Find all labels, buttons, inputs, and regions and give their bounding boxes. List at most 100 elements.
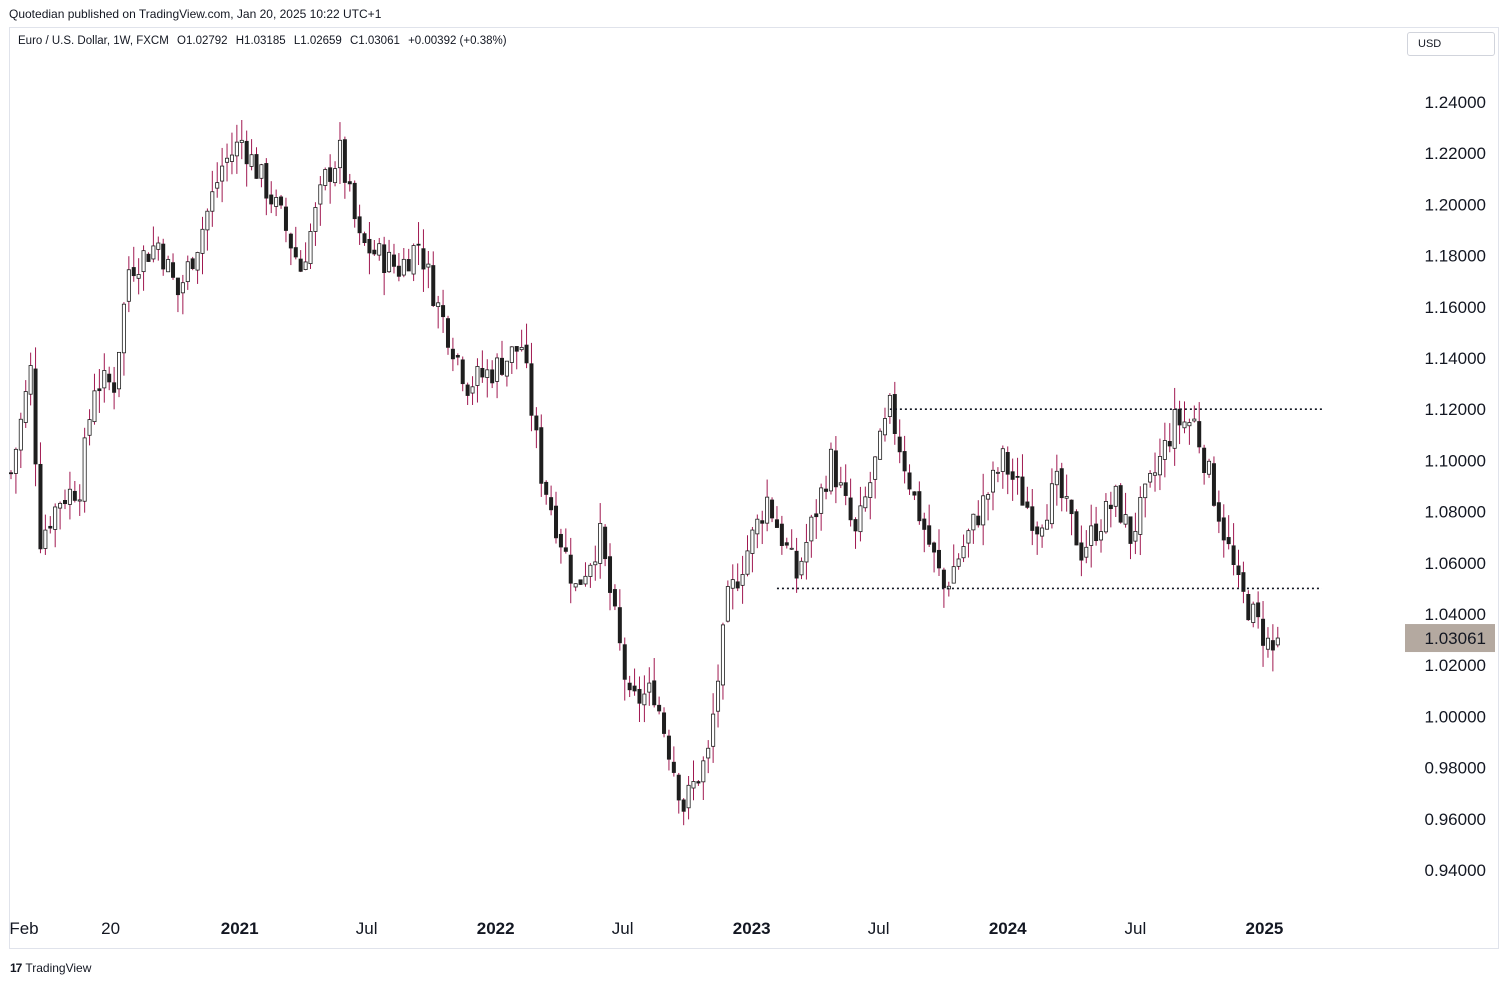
- candle-body: [897, 436, 902, 453]
- currency-button[interactable]: USD: [1407, 32, 1495, 56]
- candle-body: [1049, 483, 1054, 525]
- candle-body: [401, 258, 406, 276]
- candle-body: [23, 391, 28, 423]
- candle-body: [43, 529, 48, 549]
- candle-body: [765, 496, 770, 524]
- candle-body: [1211, 463, 1216, 506]
- candle-body: [18, 418, 23, 451]
- candle-body: [1079, 542, 1084, 561]
- symbol-legend: Euro / U.S. Dollar, 1W, FXCM O1.02792 H1…: [18, 35, 512, 47]
- candle-body: [1138, 496, 1143, 535]
- candle-body: [1035, 526, 1040, 535]
- candle-body: [779, 523, 784, 546]
- ohlc-close: C1.03061: [350, 35, 400, 47]
- candle-body: [259, 164, 264, 179]
- candle-body: [450, 348, 455, 360]
- candle-body: [902, 451, 907, 472]
- candle-body: [1074, 511, 1079, 546]
- candle-body: [48, 525, 53, 529]
- candle-body: [465, 384, 470, 396]
- candle-body: [347, 181, 352, 185]
- candle-body: [303, 261, 308, 270]
- x-tick-label: Jul: [612, 919, 634, 938]
- candle-body: [927, 525, 932, 545]
- candle-body: [190, 258, 195, 269]
- candle-body: [1030, 506, 1035, 531]
- time-axis: Feb 20 2021 Jul 2022 Jul 2023 Jul 2024 Jul 2025: [9, 919, 1283, 938]
- candle-body: [396, 265, 401, 277]
- x-tick-label: Jul: [868, 919, 890, 938]
- candle-body: [239, 139, 244, 143]
- candle-body: [1202, 447, 1207, 473]
- candle-body: [784, 542, 789, 546]
- candle-body: [382, 244, 387, 273]
- candle-body: [244, 140, 249, 165]
- candle-body: [573, 583, 578, 588]
- candle-body: [264, 163, 269, 199]
- candle-body: [1020, 476, 1025, 506]
- candle-body: [234, 141, 239, 157]
- candle-body: [210, 191, 215, 212]
- candle-body: [760, 520, 765, 524]
- candle-body: [716, 680, 721, 712]
- candle-body: [789, 547, 794, 550]
- candle-body: [323, 169, 328, 186]
- candle-body: [774, 519, 779, 528]
- candle-body: [814, 513, 819, 518]
- candle-body: [97, 388, 102, 392]
- candle-body: [460, 359, 465, 385]
- candle-body: [53, 506, 58, 530]
- candle-body: [730, 579, 735, 589]
- tradingview-logo[interactable]: 17 TradingView: [10, 961, 91, 975]
- candle-body: [936, 549, 941, 569]
- candle-body: [156, 242, 161, 250]
- candle-body: [691, 781, 696, 789]
- candle-body: [838, 482, 843, 486]
- y-tick-label: 1.10000: [1425, 451, 1486, 470]
- candle-body: [112, 382, 117, 393]
- candle-body: [269, 194, 274, 205]
- candle-body: [1133, 530, 1138, 542]
- candle-body: [563, 547, 568, 552]
- candle-body: [647, 682, 652, 693]
- x-tick-label: 2024: [989, 919, 1027, 938]
- tradingview-logo-icon: 17: [10, 961, 22, 975]
- publish-info: Quotedian published on TradingView.com, …: [9, 7, 382, 21]
- candle-body: [1162, 440, 1167, 460]
- candle-body: [568, 554, 573, 584]
- candle-body: [504, 360, 509, 377]
- candle-body: [357, 216, 362, 234]
- candle-body: [725, 586, 730, 622]
- candle-body: [627, 682, 632, 691]
- candle-body: [1256, 602, 1261, 618]
- candle-body: [436, 302, 441, 307]
- candle-body: [912, 491, 917, 496]
- candle-body: [1246, 594, 1251, 621]
- candle-body: [63, 500, 68, 505]
- candle-body: [195, 252, 200, 271]
- y-tick-label: 1.20000: [1425, 195, 1486, 214]
- candle-body: [578, 579, 583, 585]
- candle-body: [608, 556, 613, 593]
- candle-body: [770, 499, 775, 519]
- x-tick-label: 2025: [1246, 919, 1284, 938]
- candle-body: [1005, 451, 1010, 475]
- candle-body: [352, 182, 357, 220]
- y-tick-label: 1.08000: [1425, 503, 1486, 522]
- candle-body: [445, 318, 450, 348]
- candle-body: [681, 799, 686, 812]
- y-tick-label: 1.14000: [1425, 349, 1486, 368]
- candle-body: [1010, 471, 1015, 480]
- candle-body: [686, 784, 691, 809]
- candle-body: [1064, 496, 1069, 499]
- candle-body: [976, 515, 981, 526]
- candle-body: [666, 735, 671, 760]
- candle-body: [981, 495, 986, 526]
- x-tick-label: 2023: [733, 919, 771, 938]
- candle-body: [82, 437, 87, 502]
- y-tick-label: 1.00000: [1425, 707, 1486, 726]
- candle-body: [696, 781, 701, 784]
- candle-body: [33, 368, 38, 465]
- candle-body: [892, 394, 897, 434]
